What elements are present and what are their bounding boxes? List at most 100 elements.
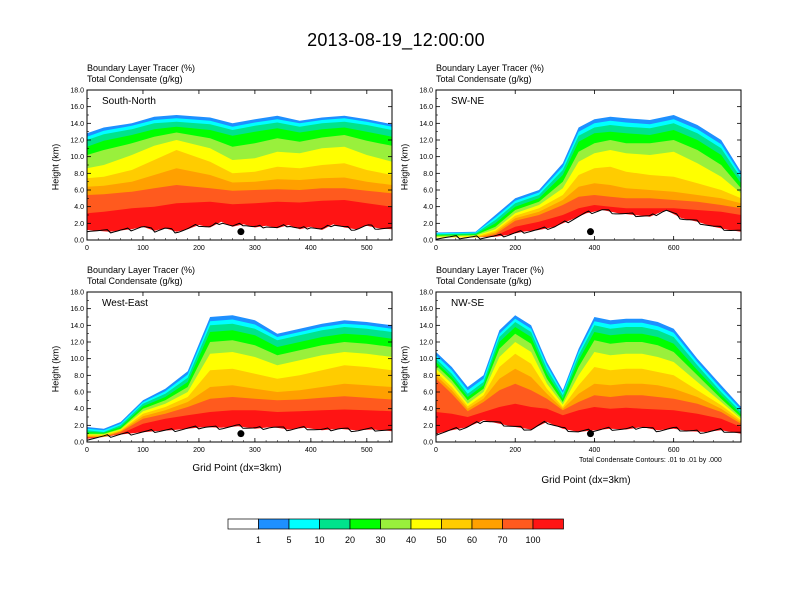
- panel-south-north: South-North 0.0 2.0 4.0 6.0 8.0 10.0 12.0 14.0 16…: [70, 88, 393, 252]
- colorbar-label: 40: [406, 535, 416, 545]
- y-tick-label: 12.0: [419, 138, 433, 145]
- y-tick-label: 4.0: [74, 406, 84, 413]
- y-axis-label: Height (km): [399, 345, 410, 393]
- y-tick-label: 10.0: [419, 356, 433, 363]
- y-tick-label: 18.0: [70, 88, 84, 95]
- y-tick-label: 10.0: [70, 356, 84, 363]
- colorbar-label: 5: [286, 535, 291, 545]
- x-tick-label: 600: [668, 447, 680, 454]
- panel-subtitle-4: Boundary Layer Tracer (%) Total Condensa…: [436, 265, 544, 287]
- colorbar-swatch: [471, 518, 503, 530]
- contour-note: Total Condensate Contours: .01 to .01 by…: [579, 457, 722, 464]
- plot-frame: [435, 89, 742, 241]
- panel-west-east: West-East 0.0 2.0 4.0 6.0 8.0 10.0 12.0 14.0 16.0…: [70, 290, 393, 454]
- tracer-subtitle: Boundary Layer Tracer (%): [87, 63, 196, 73]
- y-tick-label: 14.0: [419, 323, 433, 330]
- x-tick-label: 500: [361, 447, 373, 454]
- y-tick-label: 14.0: [70, 323, 84, 330]
- x-tick-label: 100: [137, 245, 149, 252]
- y-tick-label: 6.0: [423, 188, 433, 195]
- x-tick-label: 200: [193, 447, 205, 454]
- panel-label: NW-SE: [451, 298, 484, 309]
- panel-subtitle-3: Boundary Layer Tracer (%) Total Condensa…: [87, 265, 195, 287]
- tracer-subtitle: Boundary Layer Tracer (%): [87, 265, 196, 275]
- panel-label: South-North: [102, 96, 156, 107]
- panel-nw-se: NW-SE 0.0 2.0 4.0 6.0 8.0 10.0 12.0 14.0 16.0 18.0…: [419, 290, 742, 454]
- tracer-subtitle: Boundary Layer Tracer (%): [436, 265, 545, 275]
- terrain-fill: [436, 210, 741, 240]
- y-tick-label: 4.0: [423, 406, 433, 413]
- y-tick-label: 8.0: [74, 171, 84, 178]
- colorbar-label: 10: [314, 535, 324, 545]
- location-marker: [586, 430, 594, 438]
- x-tick-label: 400: [305, 245, 317, 252]
- x-tick-label: 300: [249, 447, 261, 454]
- y-tick-label: 12.0: [419, 340, 433, 347]
- y-tick-label: 6.0: [423, 390, 433, 397]
- terrain-line: [436, 420, 741, 436]
- y-tick-label: 18.0: [70, 290, 84, 297]
- x-tick-label: 400: [305, 447, 317, 454]
- x-tick-label: 300: [249, 245, 261, 252]
- y-tick-label: 2.0: [423, 221, 433, 228]
- y-tick-label: 2.0: [74, 423, 84, 430]
- x-tick-label: 500: [361, 245, 373, 252]
- colorbar-swatch: [349, 518, 381, 530]
- condensate-subtitle: Total Condensate (g/kg): [436, 74, 532, 84]
- y-tick-label: 8.0: [423, 171, 433, 178]
- x-tick-label: 0: [434, 447, 438, 454]
- y-tick-label: 16.0: [70, 306, 84, 313]
- y-tick-label: 6.0: [74, 188, 84, 195]
- x-axis-label: Grid Point (dx=3km): [192, 463, 282, 474]
- y-tick-label: 8.0: [423, 373, 433, 380]
- panel-subtitle-2: Boundary Layer Tracer (%) Total Condensa…: [436, 63, 544, 85]
- field-layers: [436, 315, 741, 442]
- x-tick-label: 600: [668, 245, 680, 252]
- colorbar-swatch: [410, 518, 442, 530]
- colorbar-swatch: [502, 518, 534, 530]
- colorbar-label: 60: [467, 535, 477, 545]
- y-tick-label: 6.0: [74, 390, 84, 397]
- y-tick-label: 0.0: [74, 440, 84, 447]
- y-tick-label: 14.0: [419, 121, 433, 128]
- colorbar-swatch: [319, 518, 351, 530]
- y-tick-label: 16.0: [419, 104, 433, 111]
- x-tick-label: 0: [85, 245, 89, 252]
- x-tick-label: 200: [193, 245, 205, 252]
- colorbar-swatch: [380, 518, 412, 530]
- field-layers: [87, 315, 392, 442]
- colorbar-swatch: [288, 518, 320, 530]
- y-tick-label: 0.0: [74, 238, 84, 245]
- y-tick-label: 4.0: [423, 204, 433, 211]
- y-tick-label: 16.0: [419, 306, 433, 313]
- colorbar-label: 100: [525, 535, 540, 545]
- y-axis-label: Height (km): [399, 143, 410, 191]
- y-tick-label: 2.0: [74, 221, 84, 228]
- field-layers: [436, 115, 741, 240]
- y-axis-label: Height (km): [50, 345, 61, 393]
- colorbar-label: 50: [436, 535, 446, 545]
- x-tick-label: 0: [434, 245, 438, 252]
- y-axis-label: Height (km): [50, 143, 61, 191]
- x-tick-label: 200: [509, 447, 521, 454]
- panel-sw-ne: SW-NE 0.0 2.0 4.0 6.0 8.0 10.0 12.0 14.0 16.0 18.0…: [419, 88, 742, 252]
- y-tick-label: 18.0: [419, 290, 433, 297]
- y-tick-label: 12.0: [70, 340, 84, 347]
- condensate-subtitle: Total Condensate (g/kg): [436, 276, 532, 286]
- x-tick-label: 400: [589, 245, 601, 252]
- x-tick-label: 200: [509, 245, 521, 252]
- y-tick-label: 0.0: [423, 440, 433, 447]
- colorbar-label: 70: [497, 535, 507, 545]
- terrain-line: [436, 209, 741, 240]
- y-tick-label: 0.0: [423, 238, 433, 245]
- y-tick-label: 8.0: [74, 373, 84, 380]
- y-tick-label: 16.0: [70, 104, 84, 111]
- colorbar-swatch: [258, 518, 290, 530]
- y-tick-label: 10.0: [419, 154, 433, 161]
- x-axis-label: Grid Point (dx=3km): [541, 475, 631, 486]
- panel-subtitle-1: Boundary Layer Tracer (%) Total Condensa…: [87, 63, 195, 85]
- figure-title: 2013-08-19_12:00:00: [307, 30, 485, 50]
- tracer-subtitle: Boundary Layer Tracer (%): [436, 63, 545, 73]
- colorbar-label: 30: [375, 535, 385, 545]
- y-tick-label: 2.0: [423, 423, 433, 430]
